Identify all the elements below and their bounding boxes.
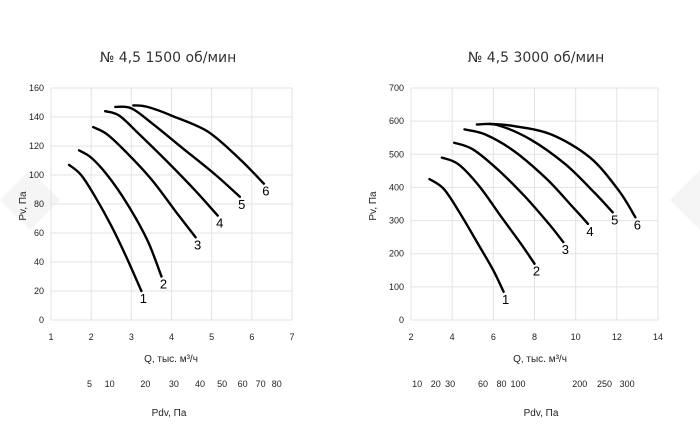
curve-label: 6 <box>634 217 641 232</box>
x-tick-label: 5 <box>209 332 214 342</box>
curve-6 <box>132 104 266 185</box>
curve-3 <box>453 141 565 244</box>
secondary-axis-label: Pdv, Па <box>152 408 187 419</box>
curve-label: 3 <box>194 237 201 252</box>
x-tick-label: 14 <box>653 332 663 342</box>
y-tick-label: 500 <box>389 149 404 159</box>
curve-label: 6 <box>262 184 269 199</box>
secondary-tick-label: 10 <box>412 379 422 389</box>
curve-label: 5 <box>611 212 618 227</box>
y-tick-label: 0 <box>39 315 44 325</box>
x-tick-label: 3 <box>129 332 134 342</box>
y-tick-label: 0 <box>399 315 404 325</box>
secondary-tick-label: 80 <box>497 379 507 389</box>
curve-6 <box>488 122 637 219</box>
curve-label: 3 <box>562 242 569 257</box>
y-tick-label: 100 <box>29 170 44 180</box>
y-tick-label: 120 <box>29 141 44 151</box>
curve-label: 4 <box>216 216 223 231</box>
curve-3 <box>92 125 197 239</box>
secondary-tick-label: 30 <box>169 379 179 389</box>
curve-label: 2 <box>533 264 540 279</box>
curve-2 <box>440 156 536 265</box>
curve-label: 1 <box>140 291 147 306</box>
curve-4 <box>104 110 219 217</box>
x-tick-label: 4 <box>169 332 174 342</box>
secondary-tick-label: 20 <box>431 379 441 389</box>
chart-title: № 4,5 3000 об/мин <box>468 50 605 66</box>
secondary-tick-label: 300 <box>620 379 635 389</box>
secondary-tick-label: 10 <box>105 379 115 389</box>
y-tick-label: 60 <box>34 228 44 238</box>
secondary-tick-label: 70 <box>256 379 266 389</box>
y-tick-label: 600 <box>389 116 404 126</box>
y-tick-label: 200 <box>389 249 404 259</box>
x-axis-label: Q, тыс. м³/ч <box>513 354 567 365</box>
secondary-tick-label: 250 <box>597 379 612 389</box>
secondary-axis-label: Pdv, Па <box>524 408 559 419</box>
y-axis-label: Pv, Па <box>368 191 379 221</box>
curve-1 <box>67 163 143 293</box>
y-tick-label: 100 <box>389 282 404 292</box>
secondary-tick-label: 40 <box>195 379 205 389</box>
secondary-tick-label: 50 <box>217 379 227 389</box>
curve-2 <box>77 149 163 278</box>
y-tick-label: 700 <box>389 83 404 93</box>
y-tick-label: 140 <box>29 112 44 122</box>
y-tick-label: 80 <box>34 199 44 209</box>
secondary-tick-label: 20 <box>140 379 150 389</box>
chart-title: № 4,5 1500 об/мин <box>100 50 237 66</box>
y-tick-label: 20 <box>34 286 44 296</box>
curve-4 <box>463 128 590 226</box>
secondary-tick-label: 60 <box>238 379 248 389</box>
x-tick-label: 7 <box>289 332 294 342</box>
chart-panel-1500: № 4,5 1500 об/мин Pv, Па Q, тыс. м³/ч Pd… <box>18 50 295 419</box>
curve-label: 5 <box>238 197 245 212</box>
curve-5 <box>114 105 241 198</box>
x-tick-label: 2 <box>89 332 94 342</box>
curve-label: 1 <box>502 292 509 307</box>
watermark <box>0 170 700 230</box>
curve-1 <box>428 177 505 293</box>
x-tick-label: 12 <box>612 332 622 342</box>
secondary-tick-label: 100 <box>511 379 526 389</box>
x-tick-label: 1 <box>48 332 53 342</box>
y-axis-label: Pv, Па <box>18 191 29 221</box>
y-tick-label: 40 <box>34 257 44 267</box>
x-tick-label: 10 <box>571 332 581 342</box>
curve-label: 2 <box>160 277 167 292</box>
y-tick-label: 160 <box>29 83 44 93</box>
secondary-tick-label: 200 <box>572 379 587 389</box>
secondary-tick-label: 60 <box>478 379 488 389</box>
x-axis-label: Q, тыс. м³/ч <box>144 354 198 365</box>
y-tick-label: 400 <box>389 182 404 192</box>
secondary-tick-label: 5 <box>87 379 92 389</box>
curve-label: 4 <box>586 224 593 239</box>
x-tick-label: 2 <box>408 332 413 342</box>
y-tick-label: 300 <box>389 216 404 226</box>
x-tick-label: 6 <box>491 332 496 342</box>
chart-panel-3000: № 4,5 3000 об/мин Pv, Па Q, тыс. м³/ч Pd… <box>368 50 663 419</box>
x-tick-label: 4 <box>450 332 455 342</box>
secondary-tick-label: 80 <box>272 379 282 389</box>
x-tick-label: 8 <box>532 332 537 342</box>
secondary-tick-label: 30 <box>445 379 455 389</box>
x-tick-label: 6 <box>249 332 254 342</box>
